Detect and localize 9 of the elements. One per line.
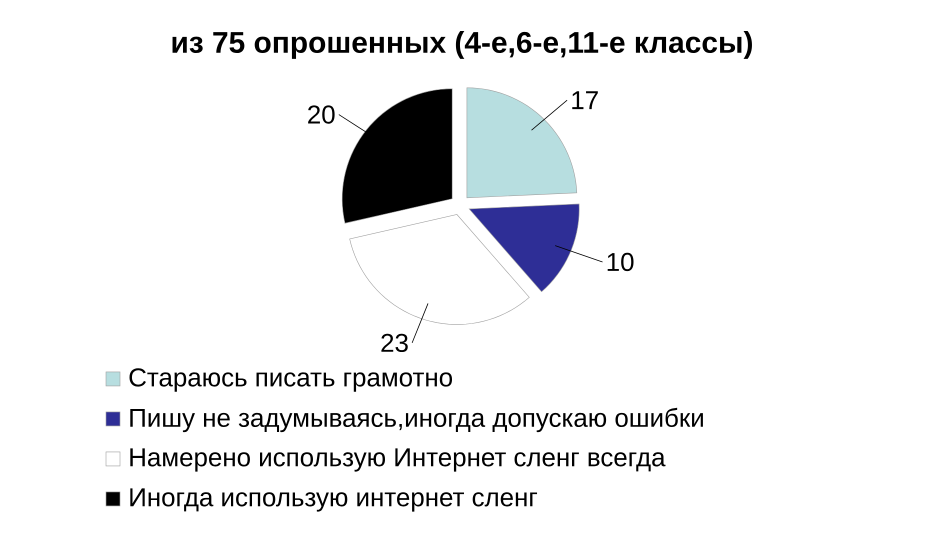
data-label: 23 [381, 334, 408, 352]
legend-label: Пишу не задумываясь,иногда допускаю ошибки [130, 408, 703, 432]
legend-label: Иногда использую интернет сленг [130, 488, 538, 512]
legend-label: Стараюсь писать грамотно [130, 368, 452, 392]
data-label: 20 [308, 105, 335, 124]
data-label: 10 [608, 252, 634, 272]
data-label: 17 [572, 91, 598, 110]
legend-label: Намерено использую Интернет сленг всегда [130, 448, 666, 472]
chart-title: из 75 опрошенных (4-е,6-е,11-е классы) [172, 31, 752, 59]
